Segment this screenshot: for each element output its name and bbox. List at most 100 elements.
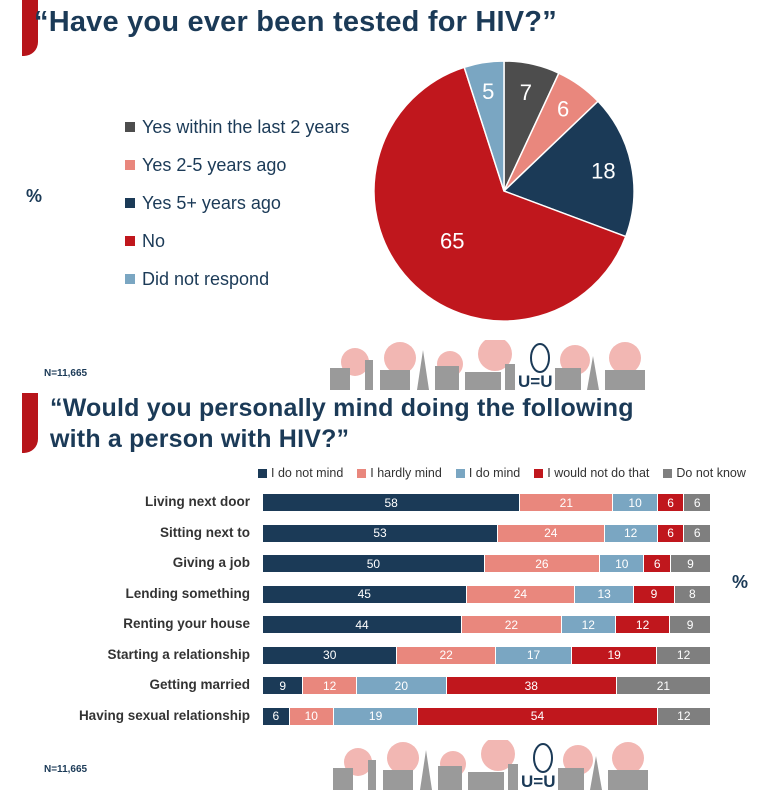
bar-legend-item: I hardly mind bbox=[357, 466, 442, 480]
legend-swatch bbox=[258, 468, 267, 478]
category-label: Sitting next to bbox=[160, 524, 250, 540]
bar-segment: 24 bbox=[498, 524, 605, 542]
category-label: Lending something bbox=[125, 585, 251, 601]
pie-legend-item: Did not respond bbox=[125, 260, 349, 298]
legend-label: Do not know bbox=[676, 466, 746, 480]
pie-legend-item: Yes within the last 2 years bbox=[125, 108, 349, 146]
bar-row: 9 12 20 38 21 bbox=[263, 677, 711, 694]
legend-swatch bbox=[534, 468, 544, 478]
bar-segment: 12 bbox=[657, 646, 711, 664]
legend-swatch bbox=[125, 122, 135, 132]
pie-slice-4 bbox=[463, 60, 505, 192]
page-title-hiv-testing: “Have you ever been tested for HIV?” bbox=[34, 6, 557, 38]
bar-segment: 9 bbox=[634, 585, 675, 603]
bar-segment: 9 bbox=[671, 555, 711, 572]
pie-legend-item: Yes 2-5 years ago bbox=[125, 146, 349, 184]
pie-data-label-1: 6 bbox=[557, 97, 569, 122]
bar-segment: 17 bbox=[495, 646, 573, 664]
bar-segment: 6 bbox=[684, 524, 711, 542]
legend-label: No bbox=[142, 230, 166, 251]
bar-segment: 9 bbox=[670, 616, 711, 633]
bar-segment: 44 bbox=[263, 616, 463, 633]
bar-segment: 24 bbox=[466, 585, 576, 603]
legend-swatch bbox=[125, 160, 135, 170]
pie-data-label-4: 5 bbox=[482, 79, 494, 104]
legend-label: I do mind bbox=[468, 466, 521, 480]
bar-legend-item: Do not know bbox=[663, 466, 746, 480]
pie-chart: 76 18 65 5 bbox=[373, 60, 635, 322]
bar-legend-item: I would not do that bbox=[534, 466, 649, 480]
bar-segment: 13 bbox=[575, 585, 635, 603]
pie-data-label-0: 7 bbox=[520, 80, 532, 105]
bar-row: 53 24 12 6 6 bbox=[263, 524, 711, 542]
pie-legend-item: Yes 5+ years ago bbox=[125, 184, 349, 222]
bar-segment: 6 bbox=[657, 494, 685, 511]
page-title-stigma: “Would you personally mind doing the fol… bbox=[50, 393, 634, 455]
bar-segment: 10 bbox=[289, 707, 334, 725]
bar-segment: 21 bbox=[520, 494, 614, 511]
title-accent-bar-2 bbox=[22, 393, 38, 453]
bar-segment: 53 bbox=[263, 524, 499, 542]
bar-segment: 6 bbox=[657, 524, 685, 542]
pie-data-label-3: 65 bbox=[440, 228, 464, 253]
bar-segment: 9 bbox=[263, 677, 304, 694]
bar-segment: 12 bbox=[561, 616, 616, 633]
bar-segment: 50 bbox=[263, 555, 485, 572]
bar-row: 45 24 13 9 8 bbox=[263, 585, 711, 603]
bar-segment: 10 bbox=[600, 555, 645, 572]
bar-segment: 19 bbox=[572, 646, 658, 664]
bar-segment: 21 bbox=[616, 677, 711, 694]
bar-row: 30 22 17 19 12 bbox=[263, 646, 711, 664]
title-line-1: “Would you personally mind doing the fol… bbox=[50, 394, 634, 422]
category-label: Living next door bbox=[144, 494, 250, 509]
bar-row: 50 26 10 6 9 bbox=[263, 555, 711, 572]
legend-swatch bbox=[125, 236, 135, 246]
legend-swatch bbox=[455, 468, 465, 478]
bar-segment: 12 bbox=[604, 524, 658, 542]
pie-legend-item: No bbox=[125, 222, 349, 260]
bar-legend-item: I do not mind bbox=[258, 466, 343, 480]
legend-label: Yes 5+ years ago bbox=[142, 192, 281, 213]
legend-swatch bbox=[125, 274, 135, 284]
bar-segment: 58 bbox=[263, 494, 521, 511]
unit-label-percent-2: % bbox=[732, 572, 749, 592]
bar-segment: 6 bbox=[644, 555, 672, 572]
bar-legend-item: I do mind bbox=[455, 466, 521, 480]
pie-data-label-2: 18 bbox=[591, 159, 615, 184]
bar-segment: 19 bbox=[333, 707, 419, 725]
bar-row: 44 22 12 12 9 bbox=[263, 616, 711, 633]
legend-label: I do not mind bbox=[271, 466, 344, 480]
bar-segment: 26 bbox=[484, 555, 601, 572]
legend-label: I would not do that bbox=[547, 466, 650, 480]
bar-segment: 38 bbox=[446, 677, 617, 694]
legend-label: Yes 2-5 years ago bbox=[142, 154, 287, 175]
legend-label: I hardly mind bbox=[370, 466, 442, 480]
legend-swatch bbox=[357, 468, 367, 478]
category-label: Giving a job bbox=[172, 555, 250, 570]
bar-segment: 12 bbox=[615, 616, 671, 633]
legend-label: Did not respond bbox=[142, 268, 270, 289]
bar-segment: 12 bbox=[657, 707, 711, 725]
bar-segment: 20 bbox=[357, 677, 447, 694]
bar-segment: 22 bbox=[397, 646, 496, 664]
bar-segment: 10 bbox=[613, 494, 658, 511]
pie-legend: Yes within the last 2 years Yes 2-5 years… bbox=[125, 108, 349, 298]
bar-row: 58 21 10 6 6 bbox=[263, 494, 711, 511]
category-label: Having sexual relationship bbox=[78, 707, 250, 723]
legend-swatch bbox=[663, 468, 673, 478]
legend-swatch bbox=[125, 198, 135, 208]
uu-logo-text-2: U=U bbox=[521, 772, 555, 790]
bar-segment: 22 bbox=[462, 616, 562, 633]
category-label: Getting married bbox=[149, 677, 250, 692]
uu-logo-text: U=U bbox=[518, 372, 552, 390]
bar-segment: 6 bbox=[263, 707, 290, 725]
sample-size-note-2: N=11,665 bbox=[44, 764, 88, 775]
city-skyline-decoration-2: U=U bbox=[333, 740, 648, 790]
bar-segment: 45 bbox=[263, 585, 467, 603]
bar-segment: 6 bbox=[684, 494, 711, 511]
bar-segment: 8 bbox=[674, 585, 711, 603]
bar-row: 6 10 19 54 12 bbox=[263, 707, 711, 725]
bar-legend: I do not mind I hardly mind I do mind I wou… bbox=[258, 466, 760, 480]
title-line-2: with a person with HIV?” bbox=[50, 425, 350, 453]
legend-label: Yes within the last 2 years bbox=[142, 116, 350, 137]
